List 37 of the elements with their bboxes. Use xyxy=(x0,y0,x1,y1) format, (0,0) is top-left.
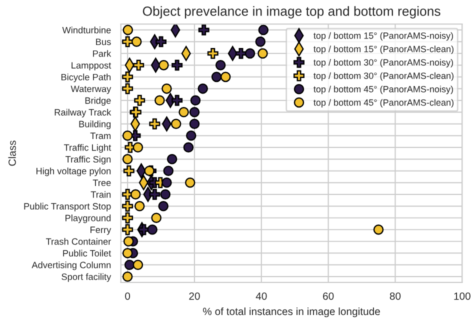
y-tick-label: Windturbine xyxy=(62,26,111,34)
x-axis-title: % of total instances in image longitude xyxy=(203,307,380,318)
y-tick-label: Traffic Sign xyxy=(66,156,111,164)
y-tick-label: Railway Track xyxy=(54,108,112,118)
x-tick-label: 20 xyxy=(189,292,200,300)
y-tick-label: High voltage pylon xyxy=(36,168,111,176)
y-tick-label: Public Transport Stop xyxy=(24,202,111,212)
legend-label: top / bottom 15° (PanorAMS-noisy) xyxy=(314,32,453,41)
x-tick-label: 60 xyxy=(323,292,334,300)
legend-label: top / bottom 45° (PanorAMS-clean) xyxy=(314,99,454,108)
chart-title: Object prevelance in image top and bottom regions xyxy=(142,6,440,18)
y-axis-title: Class xyxy=(8,140,16,166)
y-tick-label: Advertising Column xyxy=(32,262,111,270)
y-tick-label: Tree xyxy=(92,180,111,186)
x-tick-label: 100 xyxy=(454,292,470,300)
y-tick-label: Waterway xyxy=(70,86,112,94)
y-tick-label: Trash Container xyxy=(46,238,111,245)
y-tick-label: Public Toilet xyxy=(63,250,112,257)
y-tick-label: Tram xyxy=(90,132,111,140)
legend-label: top / bottom 30° (PanorAMS-noisy) xyxy=(314,58,453,68)
legend-label: top / bottom 30° (PanorAMS-clean) xyxy=(314,72,454,81)
y-tick-label: Park xyxy=(93,50,112,57)
y-tick-label: Bridge xyxy=(85,97,111,106)
y-tick-label: Lamppost xyxy=(72,62,112,70)
y-tick-label: Playground xyxy=(66,214,111,224)
legend-label: top / bottom 15° (PanorAMS-clean) xyxy=(314,46,454,54)
y-tick-label: Bus xyxy=(96,38,111,46)
y-tick-label: Sport facility xyxy=(62,273,112,282)
x-tick-label: 40 xyxy=(256,292,267,300)
y-tick-label: Traffic Light xyxy=(64,144,112,153)
y-tick-label: Bicycle Path xyxy=(61,74,111,82)
legend-label: top / bottom 45° (PanorAMS-noisy) xyxy=(314,86,453,94)
y-tick-label: Ferry xyxy=(90,226,112,235)
y-tick-label: Building xyxy=(79,120,111,130)
x-tick-label: 0 xyxy=(125,292,130,300)
y-tick-label: Train xyxy=(90,191,111,198)
x-tick-label: 80 xyxy=(390,292,401,300)
